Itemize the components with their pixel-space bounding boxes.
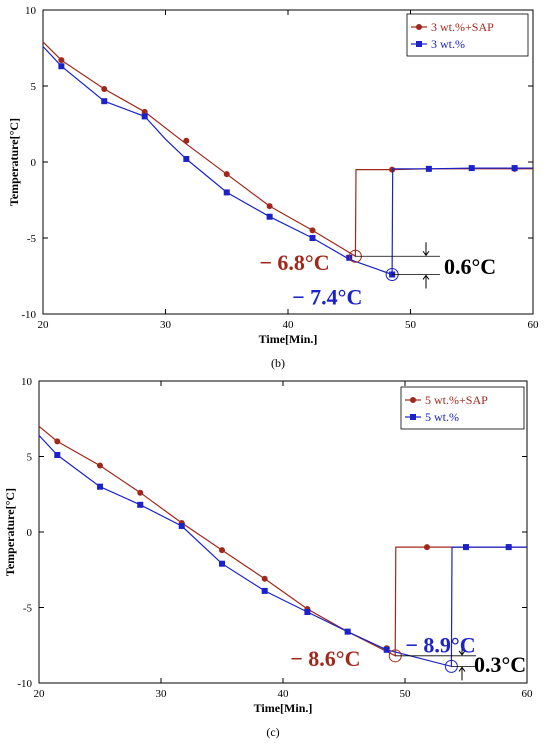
y-tick-label: 0: [27, 527, 33, 539]
x-tick-label: 40: [283, 319, 295, 331]
data-point: [468, 165, 475, 172]
y-tick-label: -5: [23, 603, 33, 615]
difference-label: 0.6°C: [444, 254, 496, 279]
chart-b: 20 30 40 50 601050-5-10Time[Min.]Temperature…: [7, 5, 539, 370]
y-tick-label: -10: [17, 678, 32, 690]
series-line: [42, 46, 533, 276]
y-tick-label: 0: [31, 157, 37, 169]
data-point: [54, 438, 61, 445]
data-point: [141, 113, 148, 120]
x-tick-label: 60: [522, 688, 534, 700]
chart-c: 20 30 40 50 601050-5-10Time[Min.]Temperature…: [3, 376, 533, 739]
data-point: [101, 98, 108, 105]
data-point: [141, 108, 148, 115]
y-tick-label: 5: [27, 452, 33, 464]
data-point: [223, 189, 230, 196]
sap-minimum-label: − 6.8°C: [259, 250, 329, 275]
sap-minimum-label: − 8.6°C: [290, 646, 360, 671]
legend-label: 3 wt.%: [431, 37, 465, 51]
figure-caption: (b): [271, 356, 285, 370]
data-point: [511, 165, 518, 172]
data-point: [101, 86, 108, 93]
data-point: [505, 544, 512, 551]
data-point: [58, 63, 65, 70]
legend-marker: [416, 41, 422, 47]
data-point: [266, 203, 273, 210]
data-point: [54, 451, 61, 458]
data-point: [178, 522, 185, 529]
data-point: [219, 560, 225, 567]
data-point: [344, 628, 351, 635]
data-point: [383, 646, 390, 653]
data-point: [266, 213, 273, 220]
data-point: [261, 587, 268, 594]
x-tick-label: 40: [278, 688, 290, 700]
data-point: [304, 609, 311, 616]
data-point: [463, 544, 469, 551]
legend-label: 5 wt.%+SAP: [425, 393, 488, 407]
legend-label: 3 wt.%+SAP: [431, 20, 494, 34]
difference-arrowhead-top: [458, 650, 466, 656]
data-point: [58, 57, 65, 64]
legend-box: [400, 386, 525, 430]
data-point: [309, 235, 316, 241]
data-point: [183, 155, 190, 162]
x-tick-label: 50: [405, 319, 417, 331]
data-point: [261, 575, 268, 582]
y-tick-label: 10: [25, 5, 37, 17]
series-line: [42, 41, 533, 258]
difference-arrowhead-bottom: [422, 274, 430, 280]
x-tick-label: 60: [528, 319, 540, 331]
figure-caption: (c): [266, 725, 279, 739]
x-tick-label: 20: [38, 319, 50, 331]
data-point: [97, 462, 103, 469]
data-point: [223, 171, 230, 178]
data-point: [183, 137, 190, 144]
y-tick-label: -10: [21, 309, 36, 321]
x-axis-label: Time[Min.]: [259, 332, 318, 346]
y-tick-label: 5: [31, 81, 37, 93]
plain-minimum-label: − 7.4°C: [292, 284, 362, 309]
data-point: [97, 483, 103, 490]
difference-arrowhead-bottom: [458, 666, 466, 672]
x-tick-label: 20: [34, 688, 46, 700]
legend-marker: [410, 414, 416, 420]
x-axis-label: Time[Min.]: [254, 701, 313, 715]
legend-box: [406, 13, 529, 57]
data-point: [423, 544, 430, 551]
data-point: [309, 227, 316, 234]
data-point: [425, 165, 432, 172]
legend-marker: [410, 397, 416, 403]
data-point: [137, 501, 144, 508]
x-tick-label: 30: [160, 319, 172, 331]
x-tick-label: 30: [156, 688, 168, 700]
difference-label: 0.3°C: [474, 652, 526, 677]
y-axis-label: Temperature[°C]: [7, 118, 21, 206]
y-tick-label: 10: [21, 376, 33, 388]
series-line: [38, 425, 527, 657]
data-point: [219, 547, 225, 554]
difference-arrowhead-top: [422, 250, 430, 257]
legend-marker: [416, 24, 422, 30]
x-tick-label: 50: [400, 688, 412, 700]
data-point: [137, 489, 144, 496]
y-axis-label: Temperature[°C]: [3, 488, 17, 576]
legend-label: 5 wt.%: [425, 410, 459, 424]
y-tick-label: -5: [27, 233, 37, 245]
plain-minimum-label: − 8.9°C: [405, 632, 475, 657]
